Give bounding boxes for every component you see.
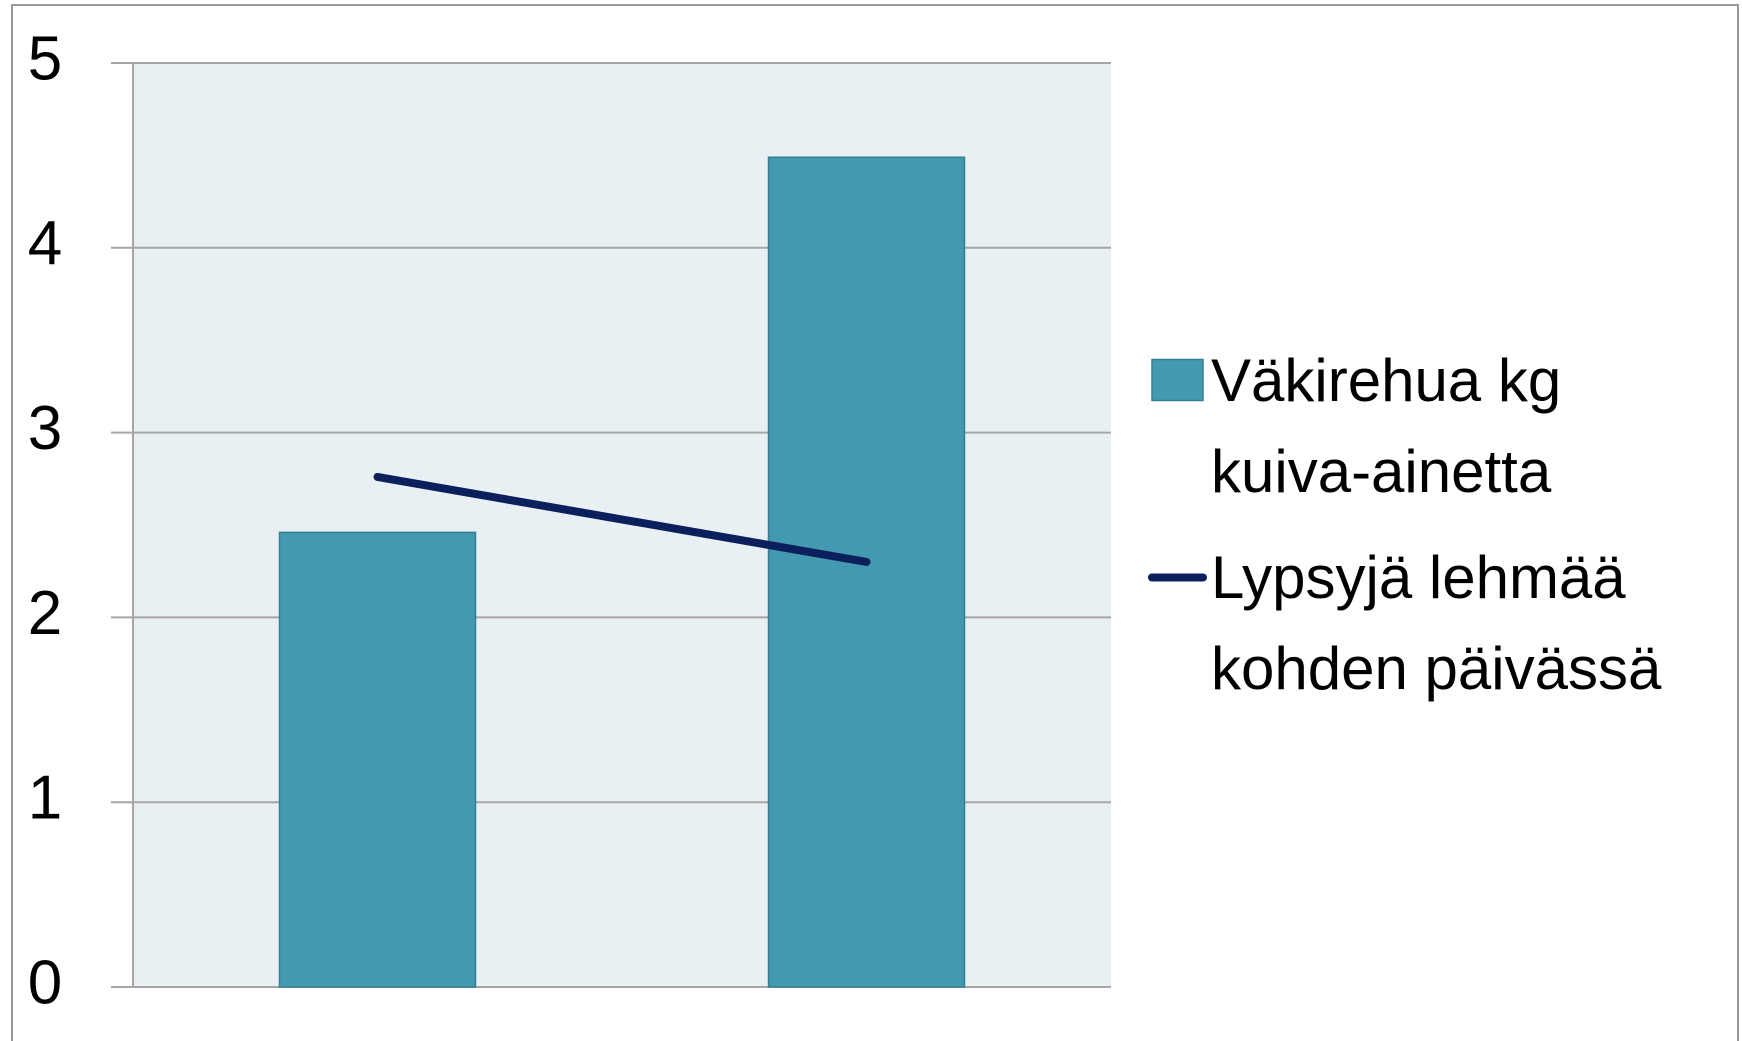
y-tick-label: 4 <box>28 209 62 278</box>
legend-swatch <box>1151 358 1204 402</box>
bar <box>767 156 966 988</box>
y-tick-label: 2 <box>28 579 62 648</box>
y-tick-label: 5 <box>28 24 62 93</box>
legend-label: Lypsyjä lehmää kohden päivässä <box>1211 544 1662 702</box>
bar <box>278 531 477 988</box>
legend-label: Väkirehua kg kuiva-ainetta <box>1211 347 1562 505</box>
y-tick-label: 1 <box>28 764 62 833</box>
y-tick-label: 3 <box>28 394 62 463</box>
line <box>373 472 871 566</box>
y-tick-label: 0 <box>28 948 62 1017</box>
